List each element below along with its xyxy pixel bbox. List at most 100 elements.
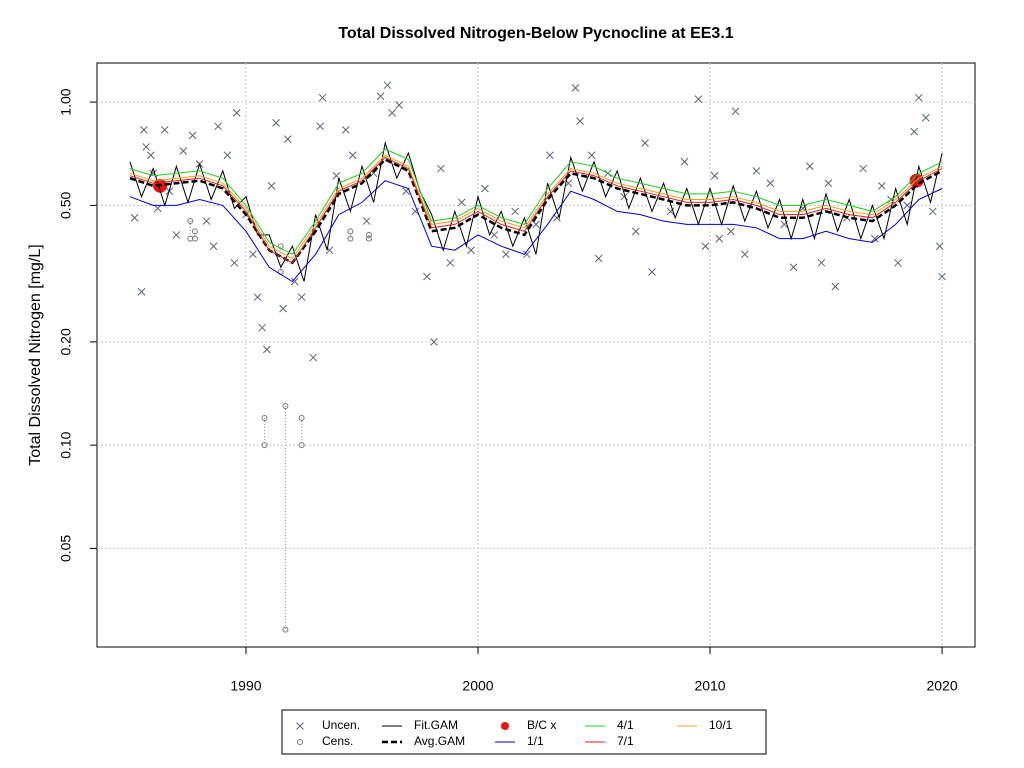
- data-point: [146, 151, 155, 160]
- data-point: [388, 109, 396, 117]
- data-point: [209, 242, 218, 251]
- legend-swatch: [296, 722, 304, 730]
- censored-upper: [261, 414, 268, 421]
- data-point: [817, 258, 826, 267]
- legend-label: Cens.: [322, 734, 353, 748]
- data-point: [576, 117, 584, 125]
- data-point: [740, 250, 749, 259]
- data-point: [153, 204, 162, 213]
- data-point: [648, 267, 656, 276]
- data-point: [859, 164, 868, 173]
- censored-upper: [347, 228, 354, 235]
- data-point: [935, 242, 944, 251]
- censored-lower: [282, 626, 289, 633]
- data-point: [824, 179, 833, 188]
- censored-lower: [347, 235, 354, 242]
- data-point: [430, 338, 438, 346]
- data-point: [467, 246, 475, 255]
- data-point: [316, 122, 325, 131]
- data-point: [481, 184, 489, 193]
- legend-label: 10/1: [709, 718, 733, 732]
- data-point: [446, 258, 455, 267]
- data-point: [423, 272, 431, 281]
- gam-line: [129, 156, 943, 264]
- data-point: [870, 234, 879, 243]
- y-tick-label: 0.10: [58, 431, 74, 458]
- data-point: [332, 171, 341, 180]
- data-point: [258, 323, 267, 332]
- y-tick-label: 0.05: [58, 535, 74, 562]
- data-point: [267, 181, 276, 190]
- y-tick-label: 0.20: [58, 328, 74, 355]
- data-point: [641, 139, 649, 147]
- censored-upper: [191, 228, 198, 235]
- data-point: [532, 220, 540, 229]
- data-point: [731, 107, 740, 116]
- legend-label: 1/1: [527, 734, 544, 748]
- data-point: [522, 250, 531, 259]
- x-tick-label: 2000: [462, 678, 493, 694]
- gam-line: [129, 148, 943, 255]
- data-point: [362, 217, 371, 225]
- censored-lower: [298, 442, 305, 449]
- data-point: [457, 198, 466, 207]
- data-point: [921, 113, 930, 122]
- data-point: [903, 201, 912, 210]
- data-point: [279, 304, 287, 313]
- y-tick-label: 1.00: [58, 88, 74, 115]
- data-point: [910, 127, 919, 136]
- gam-line: [129, 154, 943, 260]
- data-point: [594, 254, 603, 263]
- data-point: [140, 125, 148, 134]
- data-point: [262, 345, 271, 354]
- data-point: [232, 109, 241, 117]
- legend-label: Fit.GAM: [414, 718, 458, 732]
- data-point: [928, 207, 937, 216]
- data-point: [297, 293, 306, 302]
- data-point: [831, 282, 840, 291]
- data-point: [188, 131, 197, 140]
- legend-label: Avg.GAM: [414, 734, 465, 748]
- legend-label: B/C x: [527, 718, 556, 732]
- data-point: [877, 181, 886, 190]
- legend: Uncen. Cens. Fit.GAM Avg.GAM B/C x 1/1 4/1 7/1 1…: [296, 718, 733, 748]
- data-point: [490, 231, 499, 239]
- data-point: [290, 277, 299, 286]
- data-point: [383, 81, 392, 90]
- data-point: [701, 242, 710, 251]
- data-point: [411, 207, 420, 216]
- data-point: [766, 179, 775, 188]
- censored-upper: [365, 231, 372, 238]
- legend-label: 7/1: [617, 734, 634, 748]
- data-point: [230, 258, 239, 267]
- data-point: [249, 250, 257, 259]
- legend-label: 4/1: [617, 718, 634, 732]
- data-point: [727, 227, 735, 236]
- data-point: [501, 250, 510, 259]
- censored-lower: [365, 235, 372, 242]
- data-point: [631, 227, 640, 236]
- legend-swatch: [501, 722, 509, 730]
- data-point: [789, 263, 798, 272]
- data-point: [202, 217, 211, 225]
- chart-title: Total Dissolved Nitrogen-Below Pycnoclin…: [338, 25, 733, 42]
- data-point: [752, 167, 761, 175]
- data-point: [437, 164, 445, 173]
- data-point: [715, 234, 724, 243]
- data-point: [914, 93, 923, 102]
- censored-lower: [261, 442, 268, 449]
- censored-upper: [187, 218, 194, 225]
- data-point: [223, 151, 232, 160]
- data-point: [283, 135, 292, 143]
- data-point: [571, 84, 580, 92]
- data-point: [214, 122, 222, 131]
- censored-lower: [191, 235, 198, 242]
- data-point: [620, 192, 629, 201]
- x-tick-label: 2010: [694, 678, 725, 694]
- y-tick-label: 0.50: [58, 192, 74, 219]
- data-point: [694, 95, 703, 103]
- plot-frame: [96, 62, 976, 648]
- data-point: [666, 207, 675, 216]
- data-point: [395, 101, 403, 109]
- data-point: [137, 287, 146, 296]
